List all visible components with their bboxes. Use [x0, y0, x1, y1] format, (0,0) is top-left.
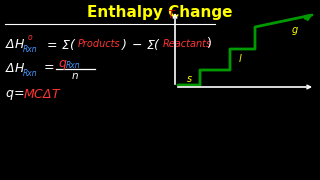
Text: $\mathregular{=\,\Sigma(}$: $\mathregular{=\,\Sigma(}$ [44, 37, 76, 51]
Text: Reactants: Reactants [163, 39, 212, 49]
Text: Rxn: Rxn [23, 46, 38, 55]
Text: T: T [168, 10, 175, 20]
Text: Products: Products [78, 39, 121, 49]
Text: Rxn: Rxn [23, 69, 38, 78]
Text: q: q [5, 87, 13, 100]
Text: Enthalpy Change: Enthalpy Change [87, 4, 233, 19]
Text: $\mathregular{)\,-\,\Sigma(}$: $\mathregular{)\,-\,\Sigma(}$ [121, 37, 161, 51]
Text: g: g [292, 25, 298, 35]
Text: =: = [44, 62, 55, 75]
Text: MC$\mathregular{\Delta}$T: MC$\mathregular{\Delta}$T [23, 87, 61, 100]
Text: $\mathregular{\Delta H}$: $\mathregular{\Delta H}$ [5, 37, 25, 51]
Text: Rxn: Rxn [66, 62, 81, 71]
Text: n: n [72, 71, 79, 81]
Text: l: l [239, 54, 242, 64]
Text: =: = [14, 87, 25, 100]
Text: q: q [58, 57, 66, 69]
Text: ): ) [207, 37, 212, 51]
Text: $\mathregular{\Delta H}$: $\mathregular{\Delta H}$ [5, 62, 25, 75]
Text: o: o [28, 33, 33, 42]
Text: s: s [187, 74, 192, 84]
